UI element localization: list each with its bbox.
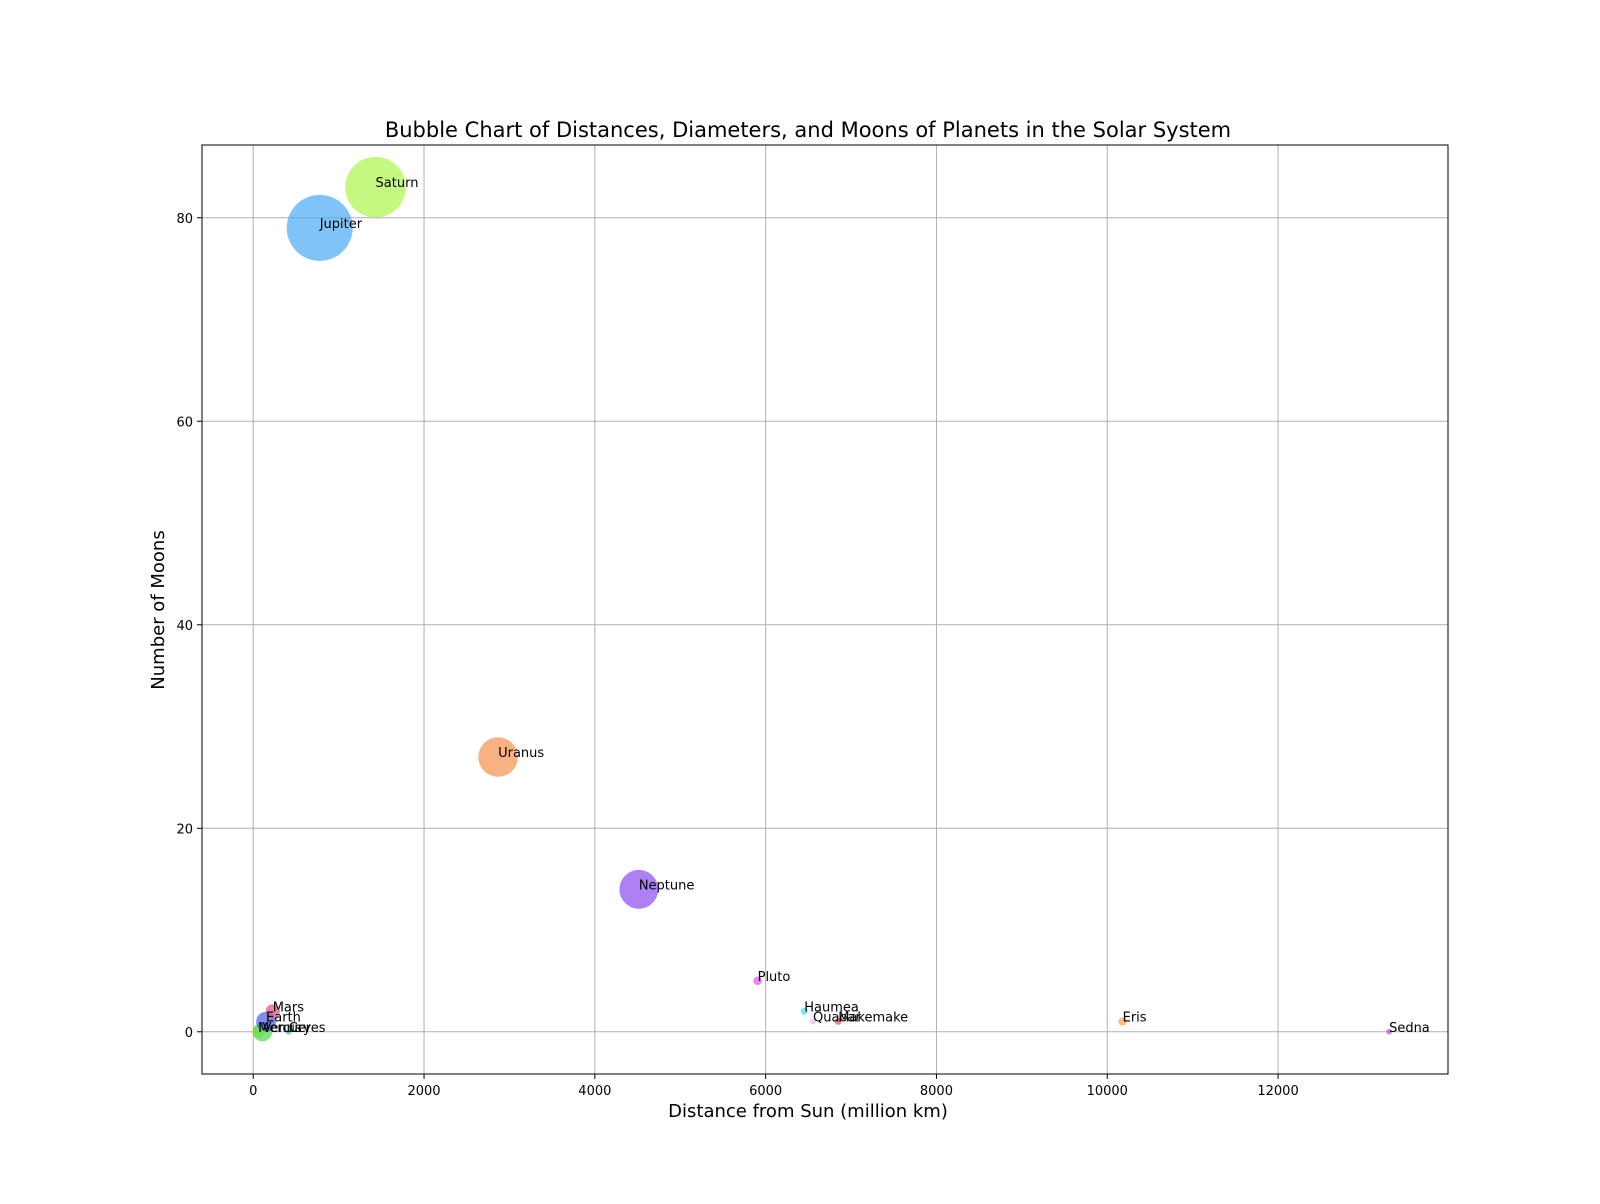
y-tick-label: 80 bbox=[176, 212, 193, 227]
point-label-haumea: Haumea bbox=[804, 1000, 859, 1015]
point-label-saturn: Saturn bbox=[376, 176, 419, 191]
point-label-pluto: Pluto bbox=[758, 970, 791, 985]
bubble-uranus bbox=[478, 737, 518, 777]
chart-title: Bubble Chart of Distances, Diameters, an… bbox=[385, 118, 1231, 142]
bubble-ceres bbox=[285, 1028, 292, 1035]
point-label-venus: Venus bbox=[262, 1021, 301, 1036]
bubble-eris bbox=[1118, 1017, 1127, 1026]
grid bbox=[202, 145, 1448, 1074]
y-tick-label: 40 bbox=[176, 619, 193, 634]
bubble-sedna bbox=[1386, 1028, 1392, 1035]
y-tick-label: 0 bbox=[185, 1026, 193, 1041]
bubble-jupiter bbox=[286, 194, 353, 261]
bubble-mars bbox=[265, 1004, 280, 1019]
bubble-haumea bbox=[800, 1007, 808, 1015]
point-label-neptune: Neptune bbox=[639, 878, 695, 893]
point-label-jupiter: Jupiter bbox=[319, 217, 363, 232]
x-tick-label: 8000 bbox=[920, 1084, 953, 1099]
y-axis-label: Number of Moons bbox=[148, 530, 169, 689]
bubble-pluto bbox=[753, 976, 762, 986]
point-label-uranus: Uranus bbox=[498, 746, 544, 761]
point-label-quaoar: Quaoar bbox=[813, 1011, 861, 1026]
y-tick-label: 20 bbox=[176, 822, 193, 837]
y-tick-label: 60 bbox=[176, 415, 193, 430]
x-tick-label: 2000 bbox=[407, 1084, 440, 1099]
x-axis-label: Distance from Sun (million km) bbox=[668, 1101, 948, 1122]
point-label-ceres: Ceres bbox=[289, 1021, 326, 1036]
x-axis-ticks: 0 2000 4000 6000 8000 10000 12000 bbox=[249, 1074, 1299, 1099]
x-tick-label: 12000 bbox=[1257, 1084, 1298, 1099]
x-tick-label: 10000 bbox=[1087, 1084, 1128, 1099]
point-label-mercury: Mercury bbox=[258, 1021, 311, 1036]
x-tick-label: 0 bbox=[249, 1084, 257, 1099]
plot-frame bbox=[201, 144, 1449, 1075]
bubble-quaoar bbox=[810, 1018, 816, 1025]
bubble-saturn bbox=[345, 156, 406, 218]
bubble-makemake bbox=[834, 1018, 842, 1025]
point-label-earth: Earth bbox=[266, 1011, 301, 1026]
x-tick-label: 6000 bbox=[749, 1084, 782, 1099]
bubble-neptune bbox=[619, 869, 659, 909]
y-axis-ticks: 0 20 40 60 80 bbox=[176, 212, 202, 1041]
point-label-mars: Mars bbox=[273, 1000, 305, 1015]
point-label-sedna: Sedna bbox=[1389, 1021, 1430, 1036]
point-label-makemake: Makemake bbox=[838, 1011, 908, 1026]
point-label-eris: Eris bbox=[1123, 1011, 1147, 1026]
x-tick-label: 4000 bbox=[578, 1084, 611, 1099]
bubbles bbox=[252, 156, 1392, 1042]
